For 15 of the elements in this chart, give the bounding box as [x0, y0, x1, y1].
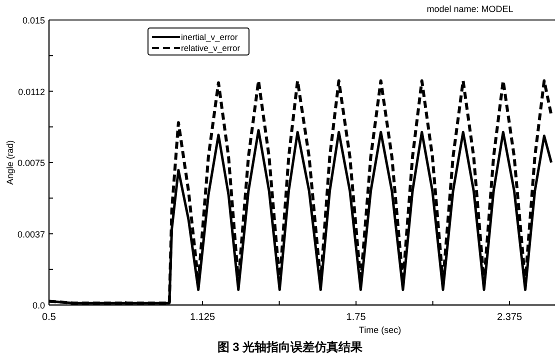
y-tick-label: 0.015 [22, 16, 45, 26]
y-tick-label: 0.0 [32, 300, 45, 310]
x-tick-label: 1.75 [346, 312, 366, 323]
y-tick-label: 0.0112 [18, 86, 45, 97]
legend-label: relative_v_error [181, 43, 240, 53]
y-tick-label: 0.0075 [17, 158, 45, 168]
y-tick-label: 0.0037 [17, 229, 45, 240]
chart-title: model name: MODEL [426, 4, 514, 14]
caption: 图 3 光轴指向误差仿真结果 [217, 340, 364, 354]
x-tick-label: 1.125 [190, 312, 216, 323]
legend-label: inertial_v_error [181, 32, 238, 42]
x-axis-title: Time (sec) [358, 325, 402, 335]
x-tick-label: 2.375 [497, 312, 523, 323]
x-tick-label: 0.5 [42, 312, 56, 323]
y-axis-title: Angle (rad) [5, 140, 15, 185]
